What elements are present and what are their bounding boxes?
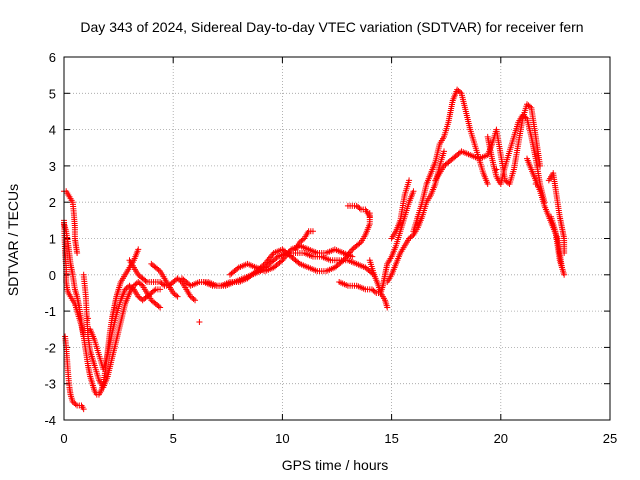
data-point: [522, 114, 529, 121]
data-point: [406, 177, 413, 184]
x-tick-label: 15: [384, 431, 398, 446]
data-point: [192, 297, 199, 304]
data-point: [561, 250, 568, 257]
data-point: [366, 213, 373, 220]
x-tick-label: 20: [494, 431, 508, 446]
y-tick-label: -3: [44, 377, 56, 392]
data-point: [414, 213, 421, 220]
data-point: [558, 264, 565, 271]
x-tick-label: 5: [170, 431, 177, 446]
x-tick-label: 25: [603, 431, 617, 446]
data-point: [384, 304, 391, 311]
data-point: [151, 287, 158, 294]
series-sdtvar: [61, 86, 568, 413]
data-point: [526, 103, 533, 110]
data-point: [295, 259, 302, 266]
data-point: [537, 162, 544, 169]
y-tick-label: 0: [49, 268, 56, 283]
data-point: [339, 258, 346, 265]
data-point: [277, 258, 284, 265]
data-point: [129, 285, 136, 292]
data-point: [160, 281, 167, 288]
x-tick-label: 0: [60, 431, 67, 446]
data-point: [299, 236, 306, 243]
data-point: [441, 148, 448, 155]
data-point: [155, 266, 162, 273]
data-point: [493, 166, 500, 173]
y-tick-label: 1: [49, 232, 56, 247]
data-point: [234, 265, 241, 272]
y-tick-label: 2: [49, 195, 56, 210]
data-point: [190, 296, 197, 302]
data-point: [155, 303, 162, 310]
data-point: [85, 315, 92, 322]
data-point: [532, 181, 539, 188]
y-tick-label: 5: [49, 86, 56, 101]
data-point: [74, 250, 81, 257]
data-point: [196, 318, 203, 325]
data-point: [72, 401, 79, 408]
y-tick-label: -1: [44, 304, 56, 319]
data-point: [135, 246, 142, 253]
data-point: [157, 286, 164, 293]
data-point: [142, 277, 149, 284]
x-tick-label: 10: [275, 431, 289, 446]
y-tick-label: 4: [49, 123, 56, 138]
data-point: [80, 406, 87, 413]
data-point: [80, 333, 87, 340]
data-point: [371, 288, 378, 295]
data-point: [349, 253, 356, 260]
data-point: [410, 188, 417, 195]
data-series: [61, 86, 568, 413]
data-point: [309, 228, 316, 235]
y-tick-label: -2: [44, 340, 56, 355]
data-point: [457, 89, 464, 96]
data-point: [260, 262, 267, 269]
data-point: [356, 205, 363, 212]
data-point: [138, 281, 145, 288]
y-tick-label: 3: [49, 159, 56, 174]
y-tick-label: 6: [49, 50, 56, 65]
data-point: [174, 293, 181, 300]
axis-ticks: 0 5 10 15 20 25 -4 -3 -2 -1 0 1 2 3 4 5 6: [44, 50, 617, 446]
grid: [64, 57, 610, 420]
data-point: [561, 271, 568, 278]
data-point: [173, 292, 180, 299]
data-point: [273, 254, 280, 261]
x-axis-label: GPS time / hours: [282, 457, 389, 473]
data-point: [408, 233, 415, 240]
data-point: [157, 304, 164, 311]
chart-title: Day 343 of 2024, Sidereal Day-to-day VTE…: [80, 19, 583, 35]
data-point: [484, 181, 491, 188]
y-axis-label: SDTVAR / TECUs: [5, 184, 21, 296]
plot-frame: [63, 56, 611, 421]
data-point: [356, 240, 363, 247]
y-tick-label: -4: [44, 413, 56, 428]
